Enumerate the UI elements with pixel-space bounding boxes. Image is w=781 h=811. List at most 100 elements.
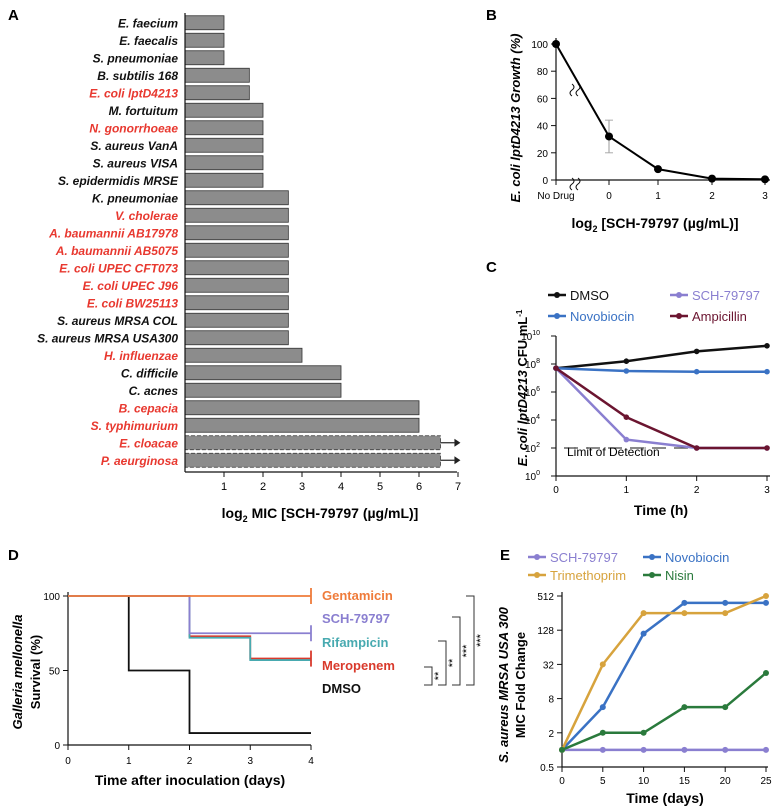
x-tick-label: 2 bbox=[260, 481, 266, 493]
y-tick-label: 106 bbox=[525, 386, 540, 399]
y-tick-label: 40 bbox=[537, 122, 549, 133]
panel-c-axes: 100 102 104 106 108 1010 0 1 2 3 bbox=[521, 330, 770, 496]
x-tick-label: 7 bbox=[455, 481, 461, 493]
series-line-novobiocin bbox=[555, 366, 767, 373]
panel-e-plot bbox=[559, 593, 769, 753]
data-point bbox=[599, 746, 606, 753]
y-tick-label: 0.5 bbox=[540, 763, 554, 774]
panel-a-bars bbox=[184, 15, 461, 468]
y-tick-label: 1010 bbox=[521, 330, 540, 343]
y-tick-label: 100 bbox=[531, 40, 548, 51]
category-label: S. aureus MRSA COL bbox=[57, 314, 178, 328]
data-point bbox=[722, 704, 729, 711]
legend-label: SCH-79797 bbox=[322, 611, 390, 626]
panel-d-axes: 0 50 100 0 1 2 3 4 bbox=[43, 592, 314, 767]
panel-d-x-axis-title: Time after inoculation (days) bbox=[95, 772, 285, 788]
y-tick-label: 0 bbox=[54, 741, 60, 752]
data-point bbox=[681, 610, 688, 617]
category-label: E. coli BW25113 bbox=[87, 296, 178, 310]
x-tick-label: 1 bbox=[624, 485, 630, 496]
panel-b-letter: B bbox=[486, 7, 497, 24]
panel-b: B E. coli lptD4213 Growth (%) 0204060801… bbox=[486, 7, 770, 234]
series-line-nisin bbox=[561, 671, 767, 752]
legend-marker bbox=[554, 292, 560, 298]
panel-e-axes: 0.5 2 8 32 128 512 0 5 10 15 20 25 bbox=[537, 592, 772, 787]
y-tick-label: 8 bbox=[548, 695, 554, 706]
panel-a-x-ticks: 1 2 3 4 5 6 7 bbox=[221, 472, 461, 493]
panel-d: D Galleria mellonella Survival (%) 05010… bbox=[8, 547, 487, 788]
category-label: M. fortuitum bbox=[109, 104, 179, 118]
bar-e-coli-bw25113 bbox=[184, 295, 289, 311]
panel-a-category-labels: E. faecium E. faecalis S. pneumoniae B. sub… bbox=[37, 16, 179, 468]
category-label: C. difficile bbox=[121, 366, 178, 380]
category-label: C. acnes bbox=[129, 384, 179, 398]
bar-a-baumannii-ab5075 bbox=[184, 242, 289, 258]
category-label: K. pneumoniae bbox=[92, 191, 178, 205]
series-line-ampicillin bbox=[555, 367, 767, 450]
category-label: E. faecalis bbox=[119, 34, 178, 48]
y-tick-label: 20 bbox=[537, 149, 549, 160]
x-tick-label: 4 bbox=[308, 756, 314, 767]
legend-label: Ampicillin bbox=[692, 309, 747, 324]
x-tick-label: 1 bbox=[221, 481, 227, 493]
panel-e-y-axis-title-organism: S. aureus MRSA USA 300 bbox=[496, 606, 511, 763]
data-point bbox=[623, 368, 630, 374]
data-point bbox=[763, 669, 769, 676]
legend-label: Meropenem bbox=[322, 658, 395, 673]
data-point bbox=[693, 445, 700, 451]
y-tick-label: 100 bbox=[525, 470, 540, 483]
x-tick-label: 0 bbox=[65, 756, 71, 767]
panel-d-y-axis-title-organism: Galleria mellonella bbox=[10, 615, 25, 730]
x-tick-label: 15 bbox=[679, 776, 691, 787]
bar-s-aureus-vana bbox=[184, 137, 264, 153]
x-tick-label: 4 bbox=[338, 481, 344, 493]
data-point bbox=[681, 599, 688, 606]
category-label: A. baumannii AB5075 bbox=[55, 244, 179, 258]
category-label: B. subtilis 168 bbox=[97, 69, 178, 83]
significance-stars: ** bbox=[433, 671, 445, 680]
y-tick-label: 60 bbox=[537, 94, 549, 105]
legend-label: SCH-79797 bbox=[692, 288, 760, 303]
survival-curve-sch-79797 bbox=[68, 595, 311, 635]
data-point bbox=[640, 630, 647, 637]
data-point bbox=[764, 343, 770, 349]
bar-m-fortuitum bbox=[184, 102, 264, 118]
x-tick-label: 10 bbox=[638, 776, 650, 787]
category-label: S. aureus VISA bbox=[93, 156, 178, 170]
panel-e-letter: E bbox=[500, 547, 510, 564]
significance-bracket bbox=[424, 666, 433, 686]
x-tick-label: 3 bbox=[247, 756, 253, 767]
data-point bbox=[722, 746, 729, 753]
panel-c: C DMSO SCH-79797 Novobiocin Ampicillin E. c… bbox=[486, 259, 770, 518]
data-point bbox=[763, 599, 769, 606]
x-tick-label: 20 bbox=[720, 776, 732, 787]
data-point bbox=[763, 593, 769, 599]
y-tick-label: 32 bbox=[543, 660, 555, 671]
legend-label: Trimethoprim bbox=[550, 568, 626, 583]
y-tick-label: 512 bbox=[537, 592, 554, 603]
panel-e-y-axis-title: MIC Fold Change bbox=[513, 632, 528, 738]
data-point bbox=[640, 610, 647, 617]
x-tick-label: 2 bbox=[709, 191, 715, 202]
bar-a-baumannii-ab17978 bbox=[184, 225, 289, 241]
bar-s-typhimurium bbox=[184, 417, 420, 433]
data-point bbox=[640, 746, 647, 753]
data-point bbox=[722, 610, 729, 617]
y-tick-label: 104 bbox=[525, 414, 540, 427]
category-label: A. baumannii AB17978 bbox=[48, 226, 178, 240]
legend-marker bbox=[534, 554, 540, 560]
x-tick-label: 25 bbox=[760, 776, 772, 787]
bar-s-aureus-mrsa-usa300 bbox=[184, 330, 289, 346]
data-point bbox=[681, 746, 688, 753]
panel-d-letter: D bbox=[8, 547, 19, 564]
significance-stars: *** bbox=[461, 644, 473, 658]
data-point bbox=[623, 414, 630, 421]
data-point bbox=[605, 132, 613, 141]
category-label: E. coli UPEC J96 bbox=[83, 279, 179, 293]
panel-d-significance: ********** bbox=[424, 595, 487, 686]
significance-stars: *** bbox=[475, 633, 487, 647]
bar-h-influenzae bbox=[184, 347, 303, 363]
data-point bbox=[599, 729, 606, 736]
category-label: E. faecium bbox=[118, 16, 178, 30]
